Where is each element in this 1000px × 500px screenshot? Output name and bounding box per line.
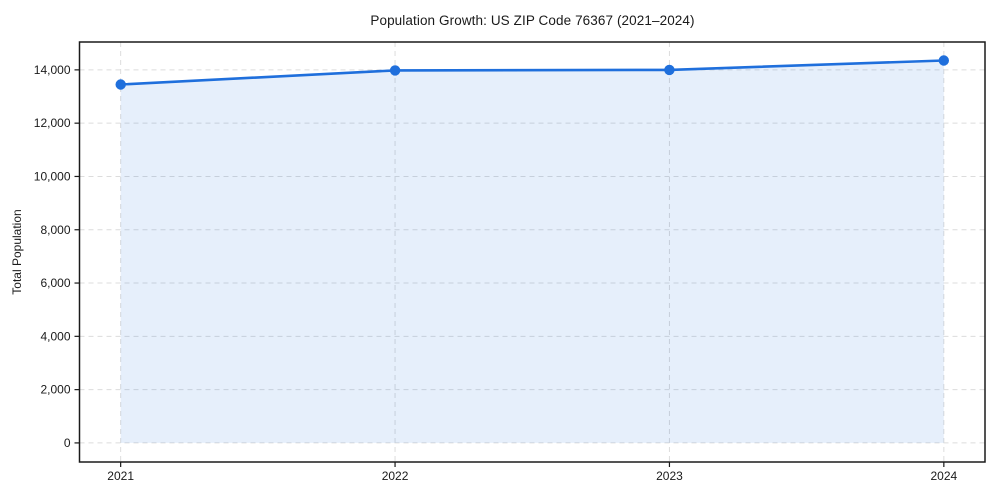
data-point-2021	[115, 79, 126, 90]
y-tick-label: 4,000	[40, 329, 70, 343]
data-point-2023	[664, 64, 675, 76]
trend-line	[119, 59, 946, 86]
x-tick-label: 2023	[656, 469, 683, 483]
x-tick-label: 2022	[382, 469, 409, 483]
data-point-2024	[938, 55, 949, 66]
chart-title: Population Growth: US ZIP Code 76367 (20…	[370, 13, 695, 28]
y-tick-label: 14,000	[34, 63, 71, 77]
x-tick-label: 2021	[107, 469, 134, 483]
y-tick-label: 12,000	[34, 116, 71, 130]
plot-border	[78, 41, 986, 463]
x-tick-label: 2024	[930, 469, 957, 483]
y-tick-label: 10,000	[34, 169, 71, 183]
y-tick-label: 8,000	[40, 223, 70, 237]
y-tick-label: 2,000	[40, 383, 70, 397]
area-fill	[120, 60, 944, 443]
y-tick-label: 6,000	[40, 276, 70, 290]
y-tick-label: 0	[64, 436, 71, 450]
data-point-2022	[389, 65, 401, 76]
